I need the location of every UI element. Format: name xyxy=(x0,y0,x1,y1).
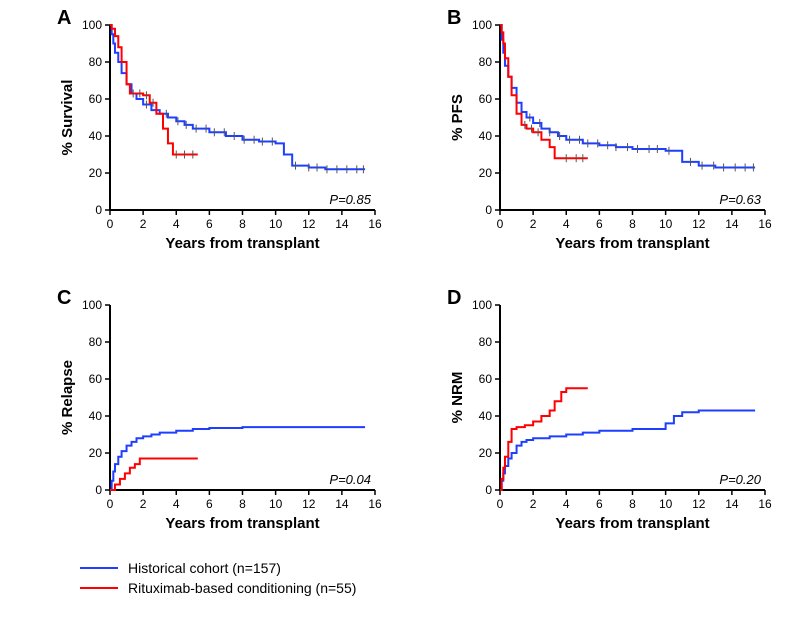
svg-text:10: 10 xyxy=(269,497,283,511)
svg-text:100: 100 xyxy=(472,298,492,312)
svg-text:16: 16 xyxy=(368,217,382,231)
svg-text:8: 8 xyxy=(629,497,636,511)
svg-text:12: 12 xyxy=(302,217,316,231)
svg-text:0: 0 xyxy=(95,203,102,217)
svg-text:P=0.04: P=0.04 xyxy=(329,472,371,487)
svg-text:2: 2 xyxy=(530,217,537,231)
svg-text:16: 16 xyxy=(758,217,772,231)
panel-C: 0 2 4 6 8 10 12 14 16 0 20 40 60 80 100 Years from tran… xyxy=(55,290,385,530)
figure-root: 0246810121416020406080100Years from tran… xyxy=(0,0,800,620)
panel-A: 0 2 4 6 8 10 12 14 16 0 20 40 60 80 100 Years from tran… xyxy=(55,10,385,250)
svg-text:0: 0 xyxy=(107,217,114,231)
svg-text:16: 16 xyxy=(758,497,772,511)
svg-text:Years from transplant: Years from transplant xyxy=(555,235,709,250)
curve-rituximab xyxy=(110,459,198,490)
legend-label-historical: Historical cohort (n=157) xyxy=(128,560,281,576)
curve-historical xyxy=(110,25,365,169)
svg-text:10: 10 xyxy=(269,217,283,231)
svg-text:A: A xyxy=(57,10,71,29)
svg-text:C: C xyxy=(57,290,71,309)
svg-text:20: 20 xyxy=(479,166,493,180)
svg-text:40: 40 xyxy=(479,129,493,143)
svg-text:0: 0 xyxy=(497,217,504,231)
svg-text:14: 14 xyxy=(335,497,349,511)
svg-text:80: 80 xyxy=(89,335,103,349)
panel-B: 0 2 4 6 8 10 12 14 16 0 20 40 60 80 100 Years from tran… xyxy=(445,10,775,250)
legend-item-rituximab: Rituximab-based conditioning (n=55) xyxy=(80,580,356,596)
svg-text:4: 4 xyxy=(563,217,570,231)
svg-text:20: 20 xyxy=(89,166,103,180)
svg-text:8: 8 xyxy=(239,217,246,231)
svg-text:20: 20 xyxy=(479,446,493,460)
svg-text:P=0.63: P=0.63 xyxy=(719,192,761,207)
svg-text:60: 60 xyxy=(89,92,103,106)
svg-text:6: 6 xyxy=(206,497,213,511)
svg-text:8: 8 xyxy=(239,497,246,511)
svg-text:60: 60 xyxy=(479,92,493,106)
curve-rituximab xyxy=(110,25,198,155)
svg-text:14: 14 xyxy=(335,217,349,231)
svg-text:2: 2 xyxy=(140,217,147,231)
svg-text:4: 4 xyxy=(173,217,180,231)
svg-text:% Relapse: % Relapse xyxy=(59,360,76,435)
svg-text:Years from transplant: Years from transplant xyxy=(555,515,709,530)
svg-text:14: 14 xyxy=(725,497,739,511)
svg-text:0: 0 xyxy=(107,497,114,511)
svg-text:20: 20 xyxy=(89,446,103,460)
svg-text:4: 4 xyxy=(563,497,570,511)
svg-text:0: 0 xyxy=(95,483,102,497)
svg-text:% NRM: % NRM xyxy=(449,372,466,424)
svg-text:12: 12 xyxy=(692,217,706,231)
svg-text:% Survival: % Survival xyxy=(59,80,76,156)
svg-text:12: 12 xyxy=(302,497,316,511)
svg-text:Years from transplant: Years from transplant xyxy=(165,515,319,530)
legend-label-rituximab: Rituximab-based conditioning (n=55) xyxy=(128,580,356,596)
svg-text:10: 10 xyxy=(659,217,673,231)
svg-text:80: 80 xyxy=(479,55,493,69)
svg-text:100: 100 xyxy=(472,18,492,32)
svg-text:0: 0 xyxy=(485,483,492,497)
legend-swatch-rituximab xyxy=(80,587,118,589)
svg-text:12: 12 xyxy=(692,497,706,511)
legend: Historical cohort (n=157) Rituximab-base… xyxy=(80,560,356,600)
svg-text:D: D xyxy=(447,290,461,309)
legend-swatch-historical xyxy=(80,567,118,569)
svg-text:6: 6 xyxy=(596,497,603,511)
svg-text:6: 6 xyxy=(596,217,603,231)
svg-text:40: 40 xyxy=(479,409,493,423)
svg-text:40: 40 xyxy=(89,129,103,143)
svg-text:100: 100 xyxy=(82,18,102,32)
svg-text:14: 14 xyxy=(725,217,739,231)
svg-text:0: 0 xyxy=(497,497,504,511)
svg-text:8: 8 xyxy=(629,217,636,231)
svg-text:40: 40 xyxy=(89,409,103,423)
svg-text:2: 2 xyxy=(530,497,537,511)
svg-text:80: 80 xyxy=(89,55,103,69)
svg-text:10: 10 xyxy=(659,497,673,511)
curve-rituximab xyxy=(500,25,588,158)
panel-D: 0 2 4 6 8 10 12 14 16 0 20 40 60 80 100 Years from tran… xyxy=(445,290,775,530)
svg-text:6: 6 xyxy=(206,217,213,231)
svg-text:16: 16 xyxy=(368,497,382,511)
svg-text:100: 100 xyxy=(82,298,102,312)
svg-text:0: 0 xyxy=(485,203,492,217)
svg-text:B: B xyxy=(447,10,461,29)
svg-text:% PFS: % PFS xyxy=(449,94,466,141)
svg-text:P=0.85: P=0.85 xyxy=(329,192,371,207)
svg-text:2: 2 xyxy=(140,497,147,511)
svg-text:Years from transplant: Years from transplant xyxy=(165,235,319,250)
svg-text:60: 60 xyxy=(89,372,103,386)
legend-item-historical: Historical cohort (n=157) xyxy=(80,560,356,576)
svg-text:4: 4 xyxy=(173,497,180,511)
svg-text:60: 60 xyxy=(479,372,493,386)
svg-text:P=0.20: P=0.20 xyxy=(719,472,761,487)
svg-text:80: 80 xyxy=(479,335,493,349)
